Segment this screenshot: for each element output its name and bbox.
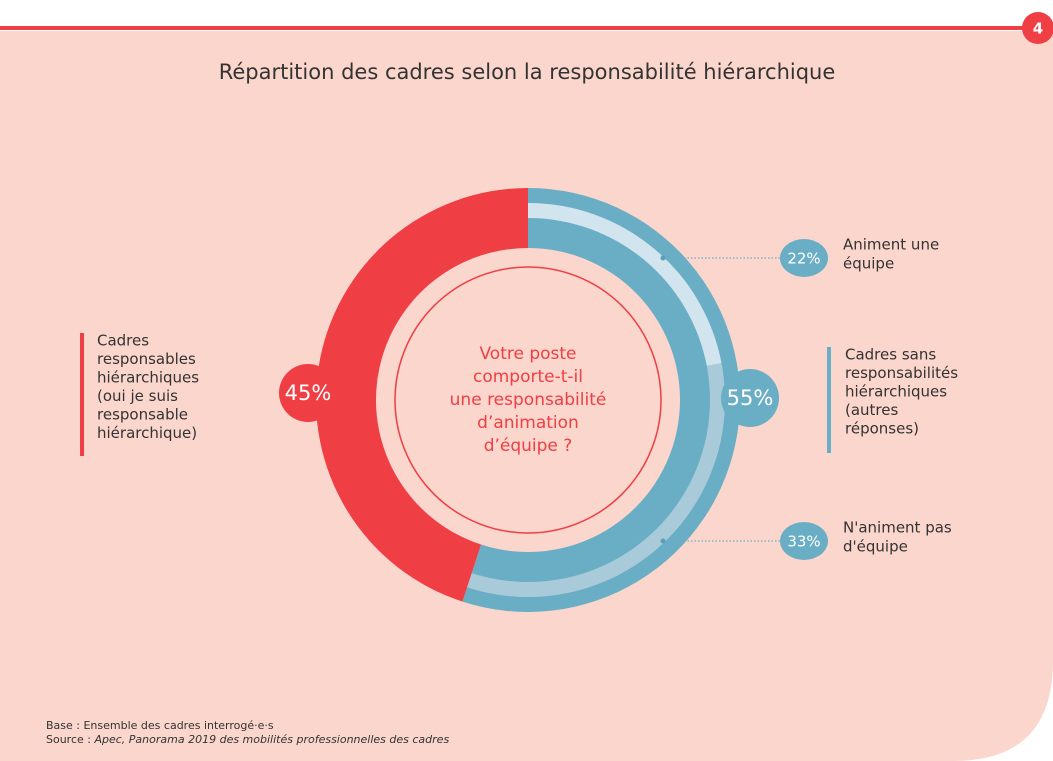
label-line: (oui je suis bbox=[97, 387, 178, 405]
leader-dot bbox=[660, 538, 666, 544]
label-line: hiérarchique) bbox=[97, 424, 197, 442]
page-number: 4 bbox=[1033, 20, 1043, 38]
label-line: Cadres sans bbox=[845, 346, 936, 364]
note-source: Source : Apec, Panorama 2019 des mobilit… bbox=[46, 733, 449, 746]
label-line: Votre poste bbox=[479, 344, 576, 364]
value-label: 22% bbox=[787, 250, 820, 268]
page-badge bbox=[1022, 12, 1053, 44]
top-rule bbox=[0, 26, 1035, 30]
value-label: 33% bbox=[787, 533, 820, 551]
label-line: hiérarchiques bbox=[845, 383, 947, 401]
label-line: réponses) bbox=[845, 420, 919, 438]
label-line: (autres bbox=[845, 401, 898, 419]
donut-segment bbox=[316, 188, 528, 602]
value-bubble bbox=[780, 522, 828, 560]
inner-circle bbox=[394, 266, 662, 534]
label-line: responsables bbox=[97, 350, 196, 368]
donut-segment bbox=[462, 188, 740, 612]
label-line: N'animent pas bbox=[843, 519, 952, 537]
legend-bar bbox=[80, 333, 84, 456]
value-bubble bbox=[279, 364, 337, 422]
value-label: 55% bbox=[727, 386, 774, 410]
leader-dot bbox=[660, 255, 666, 261]
note-base: Base : Ensemble des cadres interrogé·e·s bbox=[46, 719, 274, 732]
source: Apec, Panorama 2019 des mobilités profes… bbox=[93, 733, 449, 746]
label-line: équipe bbox=[843, 255, 894, 273]
source-prefix: Source : bbox=[46, 733, 94, 746]
value-label: 45% bbox=[285, 381, 332, 405]
label-line: hiérarchiques bbox=[97, 369, 199, 387]
label-line: responsabilités bbox=[845, 364, 958, 382]
legend-bar bbox=[827, 347, 831, 453]
label-line: responsable bbox=[97, 406, 188, 424]
sub-segment bbox=[467, 363, 725, 597]
label-line: d’équipe ? bbox=[484, 436, 573, 456]
label-line: Animent une bbox=[843, 236, 939, 254]
label-line: Cadres bbox=[97, 332, 149, 350]
value-bubble bbox=[721, 369, 779, 427]
label-line: comporte-t-il bbox=[473, 367, 583, 387]
value-bubble bbox=[780, 239, 828, 277]
label-line: d’animation bbox=[477, 413, 579, 433]
chart-title: Répartition des cadres selon la responsa… bbox=[219, 60, 836, 84]
label-line: une responsabilité bbox=[450, 390, 607, 410]
background bbox=[0, 31, 1053, 761]
label-line: d'équipe bbox=[843, 538, 908, 556]
sub-segment bbox=[528, 203, 722, 366]
